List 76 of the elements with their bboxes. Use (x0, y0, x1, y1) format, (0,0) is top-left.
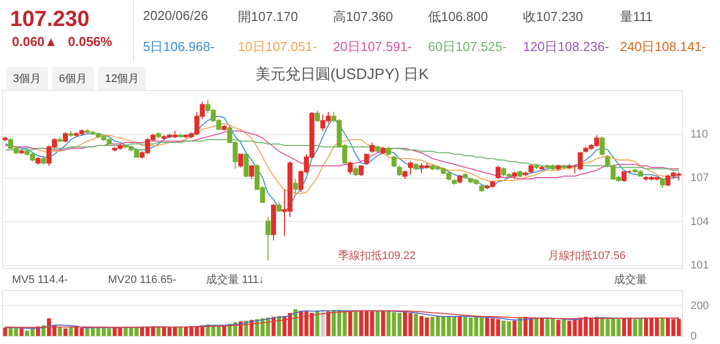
text: 成交量 (614, 273, 647, 286)
bar (58, 328, 62, 336)
candlestick (660, 177, 665, 188)
candlestick (249, 165, 254, 180)
bar (63, 328, 68, 336)
candlestick (600, 136, 605, 156)
bar (20, 328, 24, 336)
text: 3個月 (6, 67, 48, 90)
text: 10日107.051- (238, 38, 317, 56)
annotation: 季線扣抵109.22 (338, 249, 416, 262)
text: MV5 114.4- (12, 274, 68, 286)
bar (68, 328, 73, 336)
annotation: 月線扣抵107.56 (548, 250, 626, 262)
line-series (4, 116, 680, 214)
bar (540, 318, 544, 336)
bar (512, 320, 517, 336)
y-tick-label: 200 (690, 300, 709, 312)
candlestick (314, 110, 320, 123)
y-tick-label: 0 (690, 330, 697, 342)
bar (348, 311, 352, 336)
text: 107.230 (10, 6, 90, 32)
text: 20日107.591- (333, 38, 412, 56)
text: 120日108.236- (523, 38, 610, 56)
y-tick-label: 110 (690, 128, 708, 140)
text: 2020/06/26 (143, 8, 208, 23)
y-tick-label: 104 (690, 216, 709, 228)
bar (354, 310, 358, 336)
bar (178, 327, 182, 336)
candlestick (408, 160, 413, 176)
line-series (4, 139, 680, 171)
candlestick (238, 154, 244, 168)
text: 高107.360 (333, 8, 393, 26)
bar (315, 310, 320, 336)
bar (293, 309, 298, 336)
candlestick (353, 165, 358, 177)
bar (320, 310, 325, 336)
candlestick (348, 160, 353, 176)
text: 6個月 (52, 67, 94, 90)
candlestick (397, 165, 402, 177)
text: 開107.170 (238, 8, 298, 26)
text: 5日106.968- (143, 38, 215, 56)
text: 240日108.141- (620, 38, 706, 56)
bar (156, 327, 161, 336)
text: MV20 116.65- (108, 274, 177, 286)
candlestick (496, 165, 501, 180)
candlestick (392, 155, 397, 168)
candlestick (358, 165, 364, 177)
bar (458, 316, 462, 336)
candlestick (62, 132, 68, 144)
candlestick (244, 152, 249, 178)
text: 成交量 111↓ (206, 273, 264, 286)
candlestick (370, 142, 375, 154)
line-series (4, 130, 680, 180)
bar (326, 311, 330, 336)
text: 收107.230 (523, 8, 583, 26)
candlestick (266, 216, 271, 262)
text: 12個月 (98, 67, 146, 90)
bar (518, 318, 522, 336)
bar (376, 310, 380, 336)
text: 0.056% (68, 34, 112, 49)
text: 量111 (620, 8, 653, 26)
y-tick-label: 101 (690, 260, 709, 272)
text: 0.060▲ (12, 34, 58, 49)
text: 60日107.525- (428, 38, 507, 56)
bar (414, 314, 418, 336)
bar (562, 319, 566, 336)
bar (3, 328, 8, 336)
bar (381, 310, 386, 336)
candlestick (364, 154, 370, 165)
bar (534, 318, 538, 336)
y-tick-label: 107 (690, 172, 709, 184)
chart-title: 美元兌日圓(USDJPY) 日K (255, 66, 429, 83)
candlestick (292, 178, 298, 194)
text: 低106.800 (428, 8, 488, 26)
bar (660, 318, 664, 336)
bar (556, 320, 560, 336)
